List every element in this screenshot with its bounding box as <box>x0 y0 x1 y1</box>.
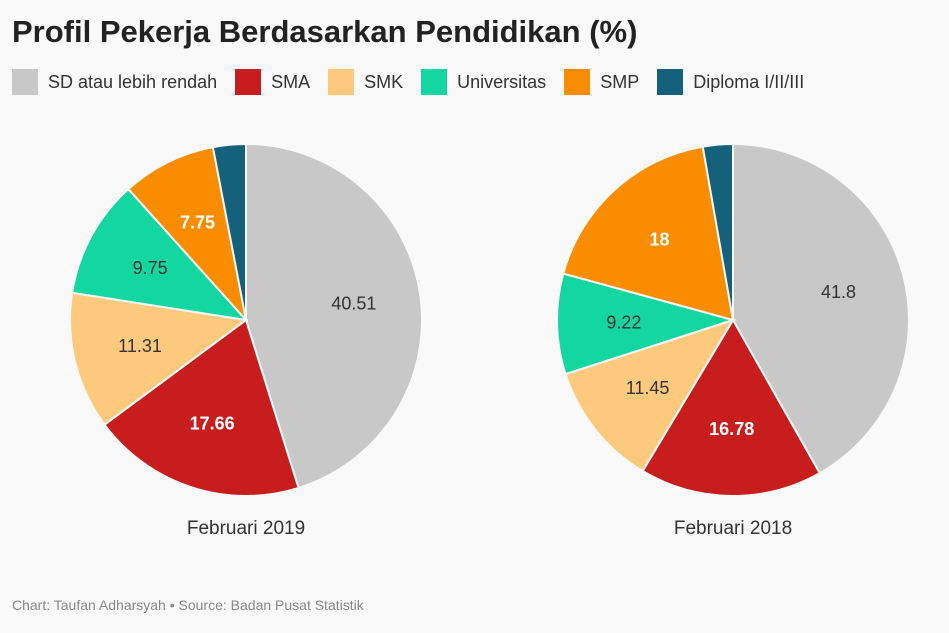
pie-slice <box>245 142 423 490</box>
legend-swatch <box>564 69 591 95</box>
pie-slice <box>701 142 734 321</box>
pie-slice <box>641 318 822 497</box>
slice-label: 18 <box>650 229 670 249</box>
legend-item: Universitas <box>421 69 546 95</box>
slice-label: 17.66 <box>190 414 235 434</box>
pie-slice <box>732 142 910 475</box>
legend-swatch <box>12 69 38 95</box>
legend-swatch <box>657 69 684 95</box>
legend-label: Universitas <box>457 71 547 92</box>
pie-slice <box>103 318 300 497</box>
slice-label: 41.8 <box>821 282 856 302</box>
pie-slice <box>562 145 735 322</box>
slice-label: 9.22 <box>606 312 641 332</box>
legend-item: Diploma I/II/III <box>657 69 804 95</box>
pie-slice <box>556 272 737 376</box>
legend-item: SMA <box>235 69 310 95</box>
slice-label: 9.75 <box>133 258 168 278</box>
legend-label: SMA <box>271 71 311 92</box>
pie-slice <box>564 318 736 473</box>
legend-label: Diploma I/II/III <box>693 71 805 92</box>
legend-label: SD atau lebih rendah <box>48 71 218 92</box>
legend-label: SMP <box>600 71 640 92</box>
legend-item: SMK <box>328 69 403 95</box>
pie-slice <box>69 291 249 427</box>
legend-swatch <box>421 69 448 95</box>
slice-label: 11.45 <box>626 378 670 398</box>
legend-swatch <box>328 69 355 95</box>
pie-caption: Februari 2018 <box>674 518 792 539</box>
legend-item: SD atau lebih rendah <box>12 69 217 95</box>
legend-item: SMP <box>564 69 639 95</box>
slice-label: 16.78 <box>709 419 754 439</box>
slice-label: 7.75 <box>180 212 215 232</box>
pie-slice <box>211 142 247 321</box>
legend: SD atau lebih rendah SMA SMK Universitas SMP… <box>12 69 822 95</box>
slice-label: 11.31 <box>118 336 162 356</box>
legend-label: SMK <box>364 71 404 92</box>
pie-slice <box>126 145 248 324</box>
legend-swatch <box>235 69 262 95</box>
chart-title: Profil Pekerja Berdasarkan Pendidikan (%… <box>12 14 638 49</box>
pie-slice <box>70 187 249 322</box>
pie-caption: Februari 2019 <box>187 518 305 539</box>
footer-credit: Chart: Taufan Adharsyah • Source: Badan … <box>12 597 364 613</box>
slice-label: 40.51 <box>331 294 376 314</box>
